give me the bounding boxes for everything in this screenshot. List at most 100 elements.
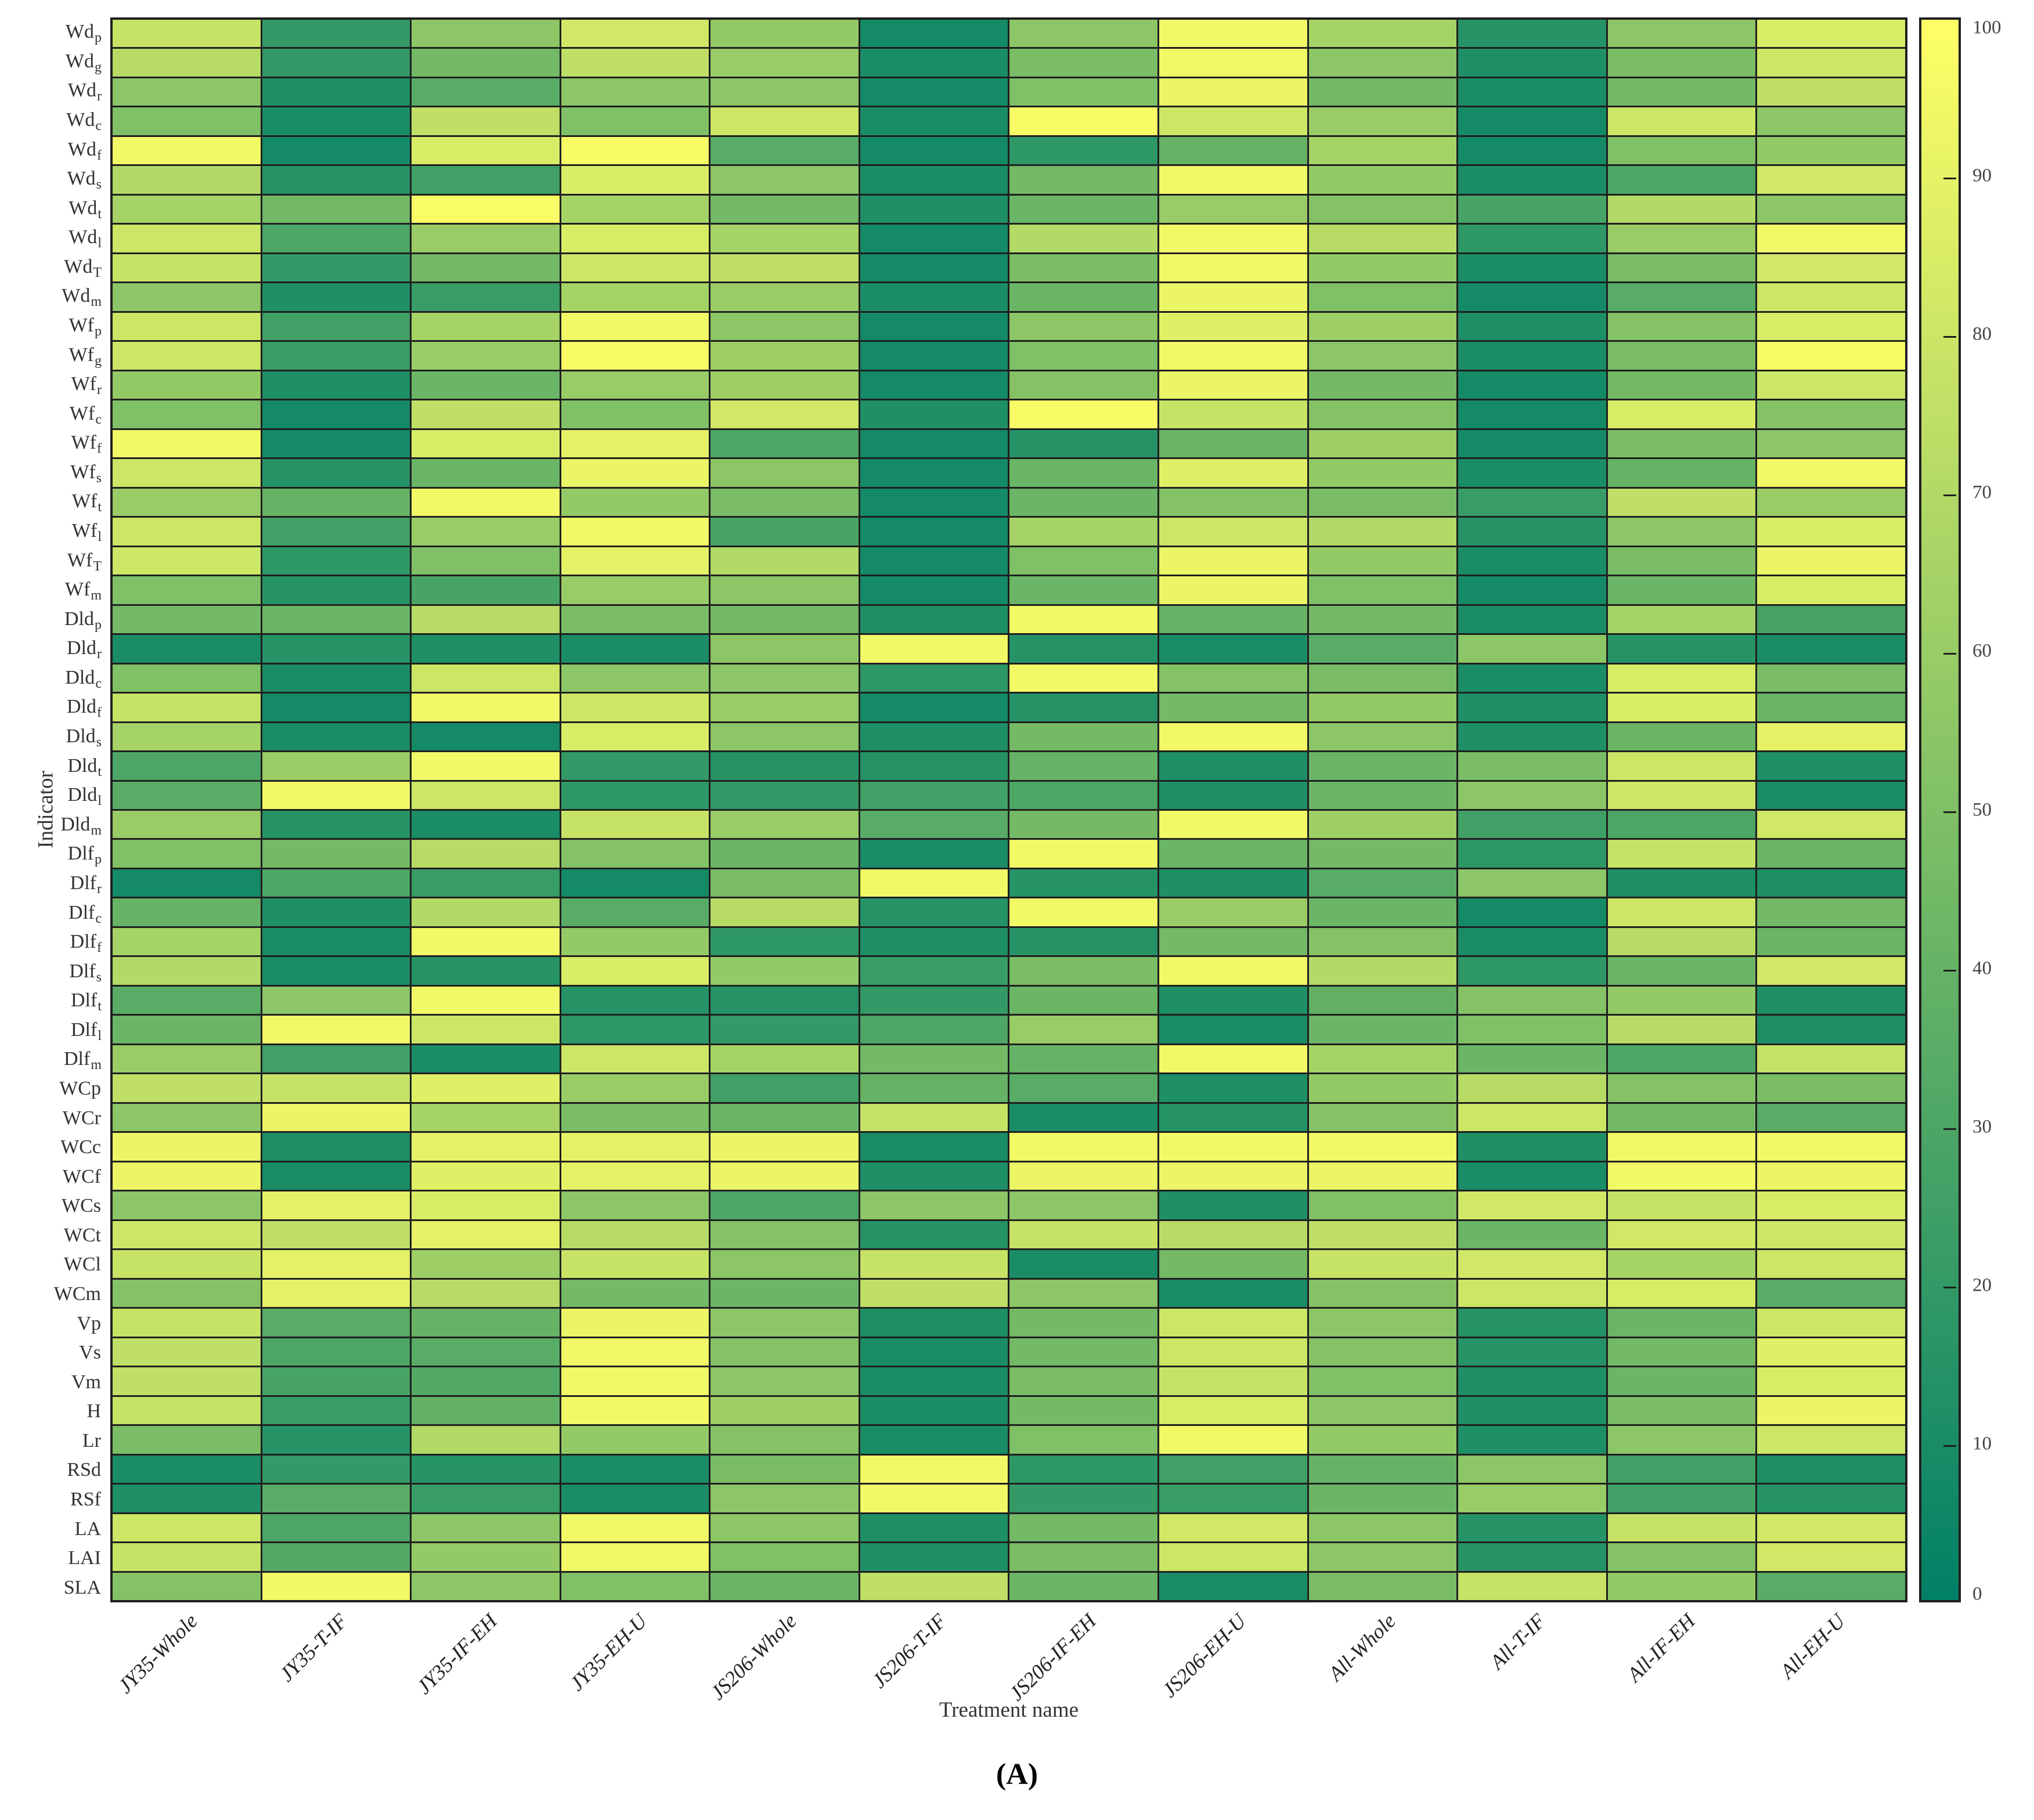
heatmap-cell — [1159, 429, 1307, 458]
heatmap-cell — [1308, 225, 1457, 252]
heatmap-cell — [561, 781, 709, 809]
heatmap-cell — [412, 136, 560, 165]
heatmap-cell — [1009, 1367, 1158, 1395]
heatmap-cell — [1607, 20, 1756, 48]
heatmap-cell — [860, 898, 1008, 926]
heatmap-cell — [412, 312, 560, 341]
heatmap-cell — [1009, 605, 1158, 634]
y-tick-label: Wd p — [65, 21, 102, 46]
heatmap-cell — [860, 1426, 1008, 1454]
heatmap-cell — [561, 1514, 709, 1542]
heatmap-cell — [561, 518, 709, 546]
heatmap-cell — [1009, 1572, 1158, 1600]
heatmap-cell — [561, 1250, 709, 1278]
heatmap-cell — [1159, 927, 1307, 956]
heatmap-cell — [262, 898, 410, 926]
heatmap-cell — [711, 429, 859, 458]
y-tick-label: Dlf f — [70, 931, 102, 956]
heatmap-cell — [1159, 459, 1307, 487]
heatmap-cell — [1009, 986, 1158, 1014]
heatmap-cell — [1458, 225, 1606, 252]
heatmap-cell — [262, 107, 410, 135]
heatmap-cell — [1458, 342, 1606, 370]
heatmap-cell — [1757, 136, 1905, 165]
heatmap-cell — [561, 1045, 709, 1073]
heatmap-cell — [1458, 1543, 1606, 1571]
heatmap-cell — [262, 1572, 410, 1600]
heatmap-cell — [1607, 166, 1756, 194]
heatmap-cell — [113, 283, 261, 311]
heatmap-cell — [1458, 1191, 1606, 1219]
heatmap-cell — [860, 400, 1008, 428]
heatmap-cell — [711, 986, 859, 1014]
heatmap-cell — [1159, 1514, 1307, 1542]
heatmap-cell — [1159, 810, 1307, 839]
colorbar-tick — [1943, 335, 1956, 338]
heatmap-cell — [561, 20, 709, 48]
y-axis-tick-labels: Wd p Wd g Wd r Wd c Wd f Wd s Wd t Wd l Wd T Wd m Wf p Wf g Wf r W… — [0, 17, 106, 1602]
heatmap-cell — [1607, 840, 1756, 868]
heatmap-cell — [1757, 1162, 1905, 1190]
heatmap-cell — [1308, 518, 1457, 546]
heatmap-cell — [860, 371, 1008, 399]
heatmap-cell — [1607, 429, 1756, 458]
heatmap-cell — [262, 1426, 410, 1454]
heatmap-cell — [1308, 1133, 1457, 1161]
heatmap-cell — [860, 1543, 1008, 1571]
heatmap-cell — [1159, 1191, 1307, 1219]
heatmap-cell — [412, 986, 560, 1014]
colorbar-tick — [1943, 1445, 1956, 1447]
heatmap-cell — [860, 254, 1008, 282]
heatmap-cell — [561, 810, 709, 839]
y-axis-title: Indicator — [34, 771, 58, 848]
heatmap-cell — [1757, 518, 1905, 546]
heatmap-cell — [1607, 547, 1756, 575]
colorbar-tick-label: 10 — [1972, 1433, 1992, 1454]
heatmap-cell — [1308, 1455, 1457, 1483]
heatmap-cell — [1757, 1455, 1905, 1483]
heatmap-cell — [1458, 1250, 1606, 1278]
y-tick-label: Wd s — [67, 168, 102, 193]
y-tick-label: H — [86, 1400, 101, 1422]
heatmap-cell — [113, 1426, 261, 1454]
heatmap-cell — [1009, 518, 1158, 546]
heatmap-cell — [412, 957, 560, 985]
heatmap-cell — [412, 547, 560, 575]
heatmap-cell — [113, 927, 261, 956]
colorbar-tick-label: 90 — [1972, 165, 1992, 186]
heatmap-cell — [1159, 957, 1307, 985]
heatmap-cell — [412, 1045, 560, 1073]
heatmap-cell — [1159, 488, 1307, 517]
heatmap-cell — [711, 342, 859, 370]
heatmap-cell — [1607, 927, 1756, 956]
heatmap-cell — [113, 371, 261, 399]
heatmap-cell — [262, 342, 410, 370]
heatmap-cell — [1458, 488, 1606, 517]
heatmap-cell — [561, 429, 709, 458]
heatmap-cell — [262, 283, 410, 311]
heatmap-cell — [711, 195, 859, 223]
heatmap-cell — [860, 1367, 1008, 1395]
heatmap-cell — [1458, 752, 1606, 780]
heatmap-cell — [1009, 1426, 1158, 1454]
heatmap-cell — [1009, 1220, 1158, 1249]
heatmap-cell — [412, 429, 560, 458]
heatmap-cell — [262, 810, 410, 839]
heatmap-cell — [412, 664, 560, 692]
heatmap-cell — [1757, 869, 1905, 897]
heatmap-cell — [412, 1133, 560, 1161]
heatmap-cell — [1159, 694, 1307, 721]
y-tick-label: Vs — [79, 1342, 101, 1364]
heatmap-cell — [1159, 518, 1307, 546]
heatmap-cell — [1458, 1279, 1606, 1308]
heatmap-cell — [412, 254, 560, 282]
heatmap-cell — [1607, 898, 1756, 926]
heatmap-cell — [262, 1016, 410, 1043]
heatmap-cell — [1159, 576, 1307, 604]
heatmap-cell — [1159, 781, 1307, 809]
heatmap-cell — [412, 1426, 560, 1454]
heatmap-cell — [113, 459, 261, 487]
heatmap-cell — [1009, 664, 1158, 692]
heatmap-cell — [1308, 1250, 1457, 1278]
heatmap-cell — [412, 781, 560, 809]
